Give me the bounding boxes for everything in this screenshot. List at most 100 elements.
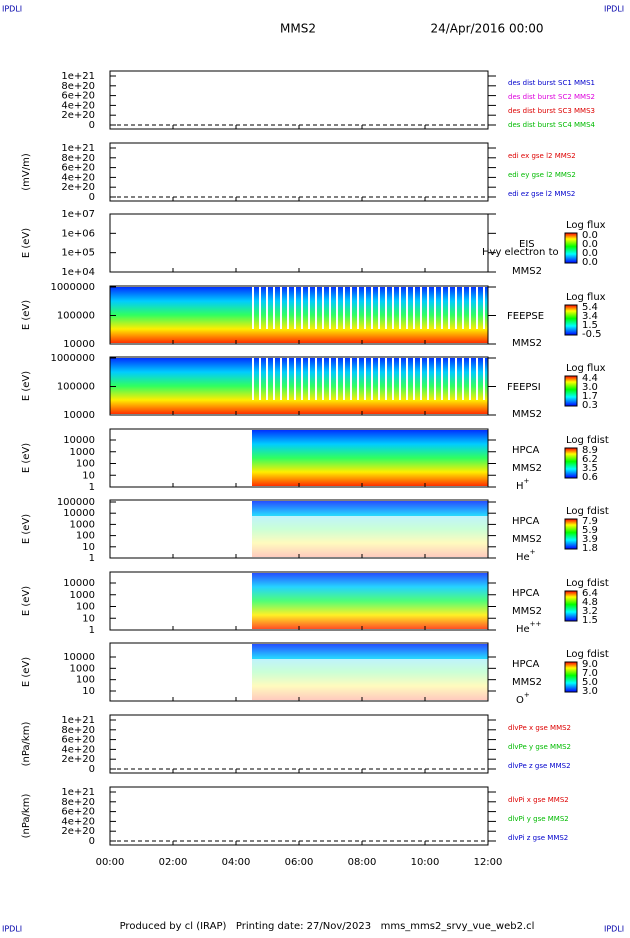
spectrogram: [252, 573, 488, 629]
colorbar-label: 4.4: [582, 373, 598, 384]
colorbar: [564, 590, 578, 622]
ion-charge: +: [530, 548, 536, 556]
colorbar-title: Log fdist: [566, 435, 609, 446]
colorbar-label: 3.2: [582, 606, 598, 617]
series-label: dlvPi x gse MMS2: [508, 796, 569, 804]
y-tick-label: 6e+20: [61, 735, 95, 746]
x-tick-label: 02:00: [159, 857, 188, 868]
ion: O+: [516, 691, 530, 706]
y-tick-label: 4e+20: [61, 744, 95, 755]
ion: He+: [516, 548, 536, 563]
y-axis-label: E (eV): [21, 371, 32, 401]
series-label: dlvPe x gse MMS2: [508, 724, 571, 732]
y-tick-label: 2e+20: [61, 110, 95, 121]
y-tick-label: 100000: [57, 382, 95, 393]
y-tick-label: 10: [82, 470, 95, 481]
x-tick-label: 12:00: [474, 857, 503, 868]
y-tick-label: 10000: [63, 435, 95, 446]
spectrogram: [252, 430, 488, 486]
x-tick-label: 08:00: [348, 857, 377, 868]
series-label: des dist burst SC1 MMS1: [508, 79, 595, 87]
colorbar-label: 0.0: [582, 248, 598, 259]
y-tick-label: 2e+20: [61, 182, 95, 193]
y-tick-label: 8e+20: [61, 797, 95, 808]
panel-frame: [109, 142, 489, 202]
y-tick-label: 0: [89, 764, 95, 775]
colorbar: [564, 232, 578, 264]
y-axis-label: E (eV): [21, 443, 32, 473]
y-tick-label: 1000: [70, 447, 95, 458]
y-axis-label: (nPa/km): [21, 794, 32, 839]
y-tick-label: 1e+06: [61, 228, 95, 239]
instrument: HPCA: [512, 659, 540, 670]
instrument: EIS: [519, 239, 535, 250]
spacecraft: MMS2: [280, 22, 316, 36]
probe: MMS2: [512, 409, 542, 420]
spectrogram-gaps: [250, 358, 488, 400]
y-tick-label: 10000: [63, 508, 95, 519]
y-tick-label: 4e+20: [61, 100, 95, 111]
y-tick-label: 0: [89, 192, 95, 203]
spectrogram-gaps: [252, 659, 488, 700]
colorbar: [564, 661, 578, 693]
y-tick-label: 10000: [63, 339, 95, 350]
y-tick-label: 100: [76, 675, 95, 686]
ion-charge: ++: [530, 620, 542, 628]
panel-frame: [109, 714, 489, 774]
y-tick-label: 6e+20: [61, 91, 95, 102]
colorbar-label: -0.5: [582, 329, 602, 340]
y-tick-label: 8e+20: [61, 153, 95, 164]
colorbar-title: Log fdist: [566, 578, 609, 589]
y-tick-label: 6e+20: [61, 807, 95, 818]
x-tick-label: 00:00: [96, 857, 125, 868]
colorbar-title: Log flux: [566, 220, 606, 231]
series-label: dlvPe y gse MMS2: [508, 743, 571, 751]
series-label: edi ey gse l2 MMS2: [508, 171, 576, 179]
probe: MMS2: [512, 677, 542, 688]
y-tick-label: 8e+20: [61, 725, 95, 736]
date: 24/Apr/2016 00:00: [430, 22, 543, 36]
colorbar-label: 1.8: [582, 543, 598, 554]
probe: MMS2: [512, 266, 542, 277]
y-tick-label: 10000: [63, 410, 95, 421]
ion: He++: [516, 620, 542, 635]
y-tick-label: 1: [89, 625, 95, 636]
probe: MMS2: [512, 534, 542, 545]
colorbar-label: 5.0: [582, 677, 598, 688]
spectrogram-gaps: [252, 516, 488, 557]
y-tick-label: 100: [76, 459, 95, 470]
instrument: HPCA: [512, 588, 540, 599]
colorbar-label: 6.4: [582, 588, 598, 599]
y-tick-label: 1: [89, 482, 95, 493]
colorbar-label: 9.0: [582, 659, 598, 670]
y-tick-label: 100: [76, 602, 95, 613]
colorbar-label: 3.9: [582, 534, 598, 545]
y-tick-label: 4e+20: [61, 172, 95, 183]
series-label: dlvPi y gse MMS2: [508, 815, 569, 823]
series-label: dlvPi z gse MMS2: [508, 834, 568, 842]
y-tick-label: 1000: [70, 590, 95, 601]
series-label: dlvPe z gse MMS2: [508, 762, 571, 770]
y-tick-label: 100000: [57, 311, 95, 322]
y-tick-label: 0: [89, 836, 95, 847]
colorbar-label: 3.0: [582, 686, 598, 697]
colorbar-title: Log fdist: [566, 649, 609, 660]
series-label: edi ez gse l2 MMS2: [508, 190, 575, 198]
colorbar-label: 3.5: [582, 463, 598, 474]
instrument: HPCA: [512, 516, 540, 527]
y-tick-label: 1000: [70, 519, 95, 530]
colorbar-label: 0.0: [582, 257, 598, 268]
colorbar-label: 5.4: [582, 302, 598, 313]
probe: MMS2: [512, 338, 542, 349]
overlay-label: Hvy electron to: [482, 247, 559, 258]
series-label: des dist burst SC3 MMS3: [508, 107, 595, 115]
ion-charge: +: [524, 691, 530, 699]
y-tick-label: 1e+04: [61, 267, 95, 278]
y-tick-label: 2e+20: [61, 826, 95, 837]
colorbar-title: Log flux: [566, 292, 606, 303]
y-tick-label: 1e+21: [61, 715, 95, 726]
y-tick-label: 1e+21: [61, 787, 95, 798]
y-tick-label: 10000: [63, 652, 95, 663]
panel-frame: [109, 70, 489, 130]
